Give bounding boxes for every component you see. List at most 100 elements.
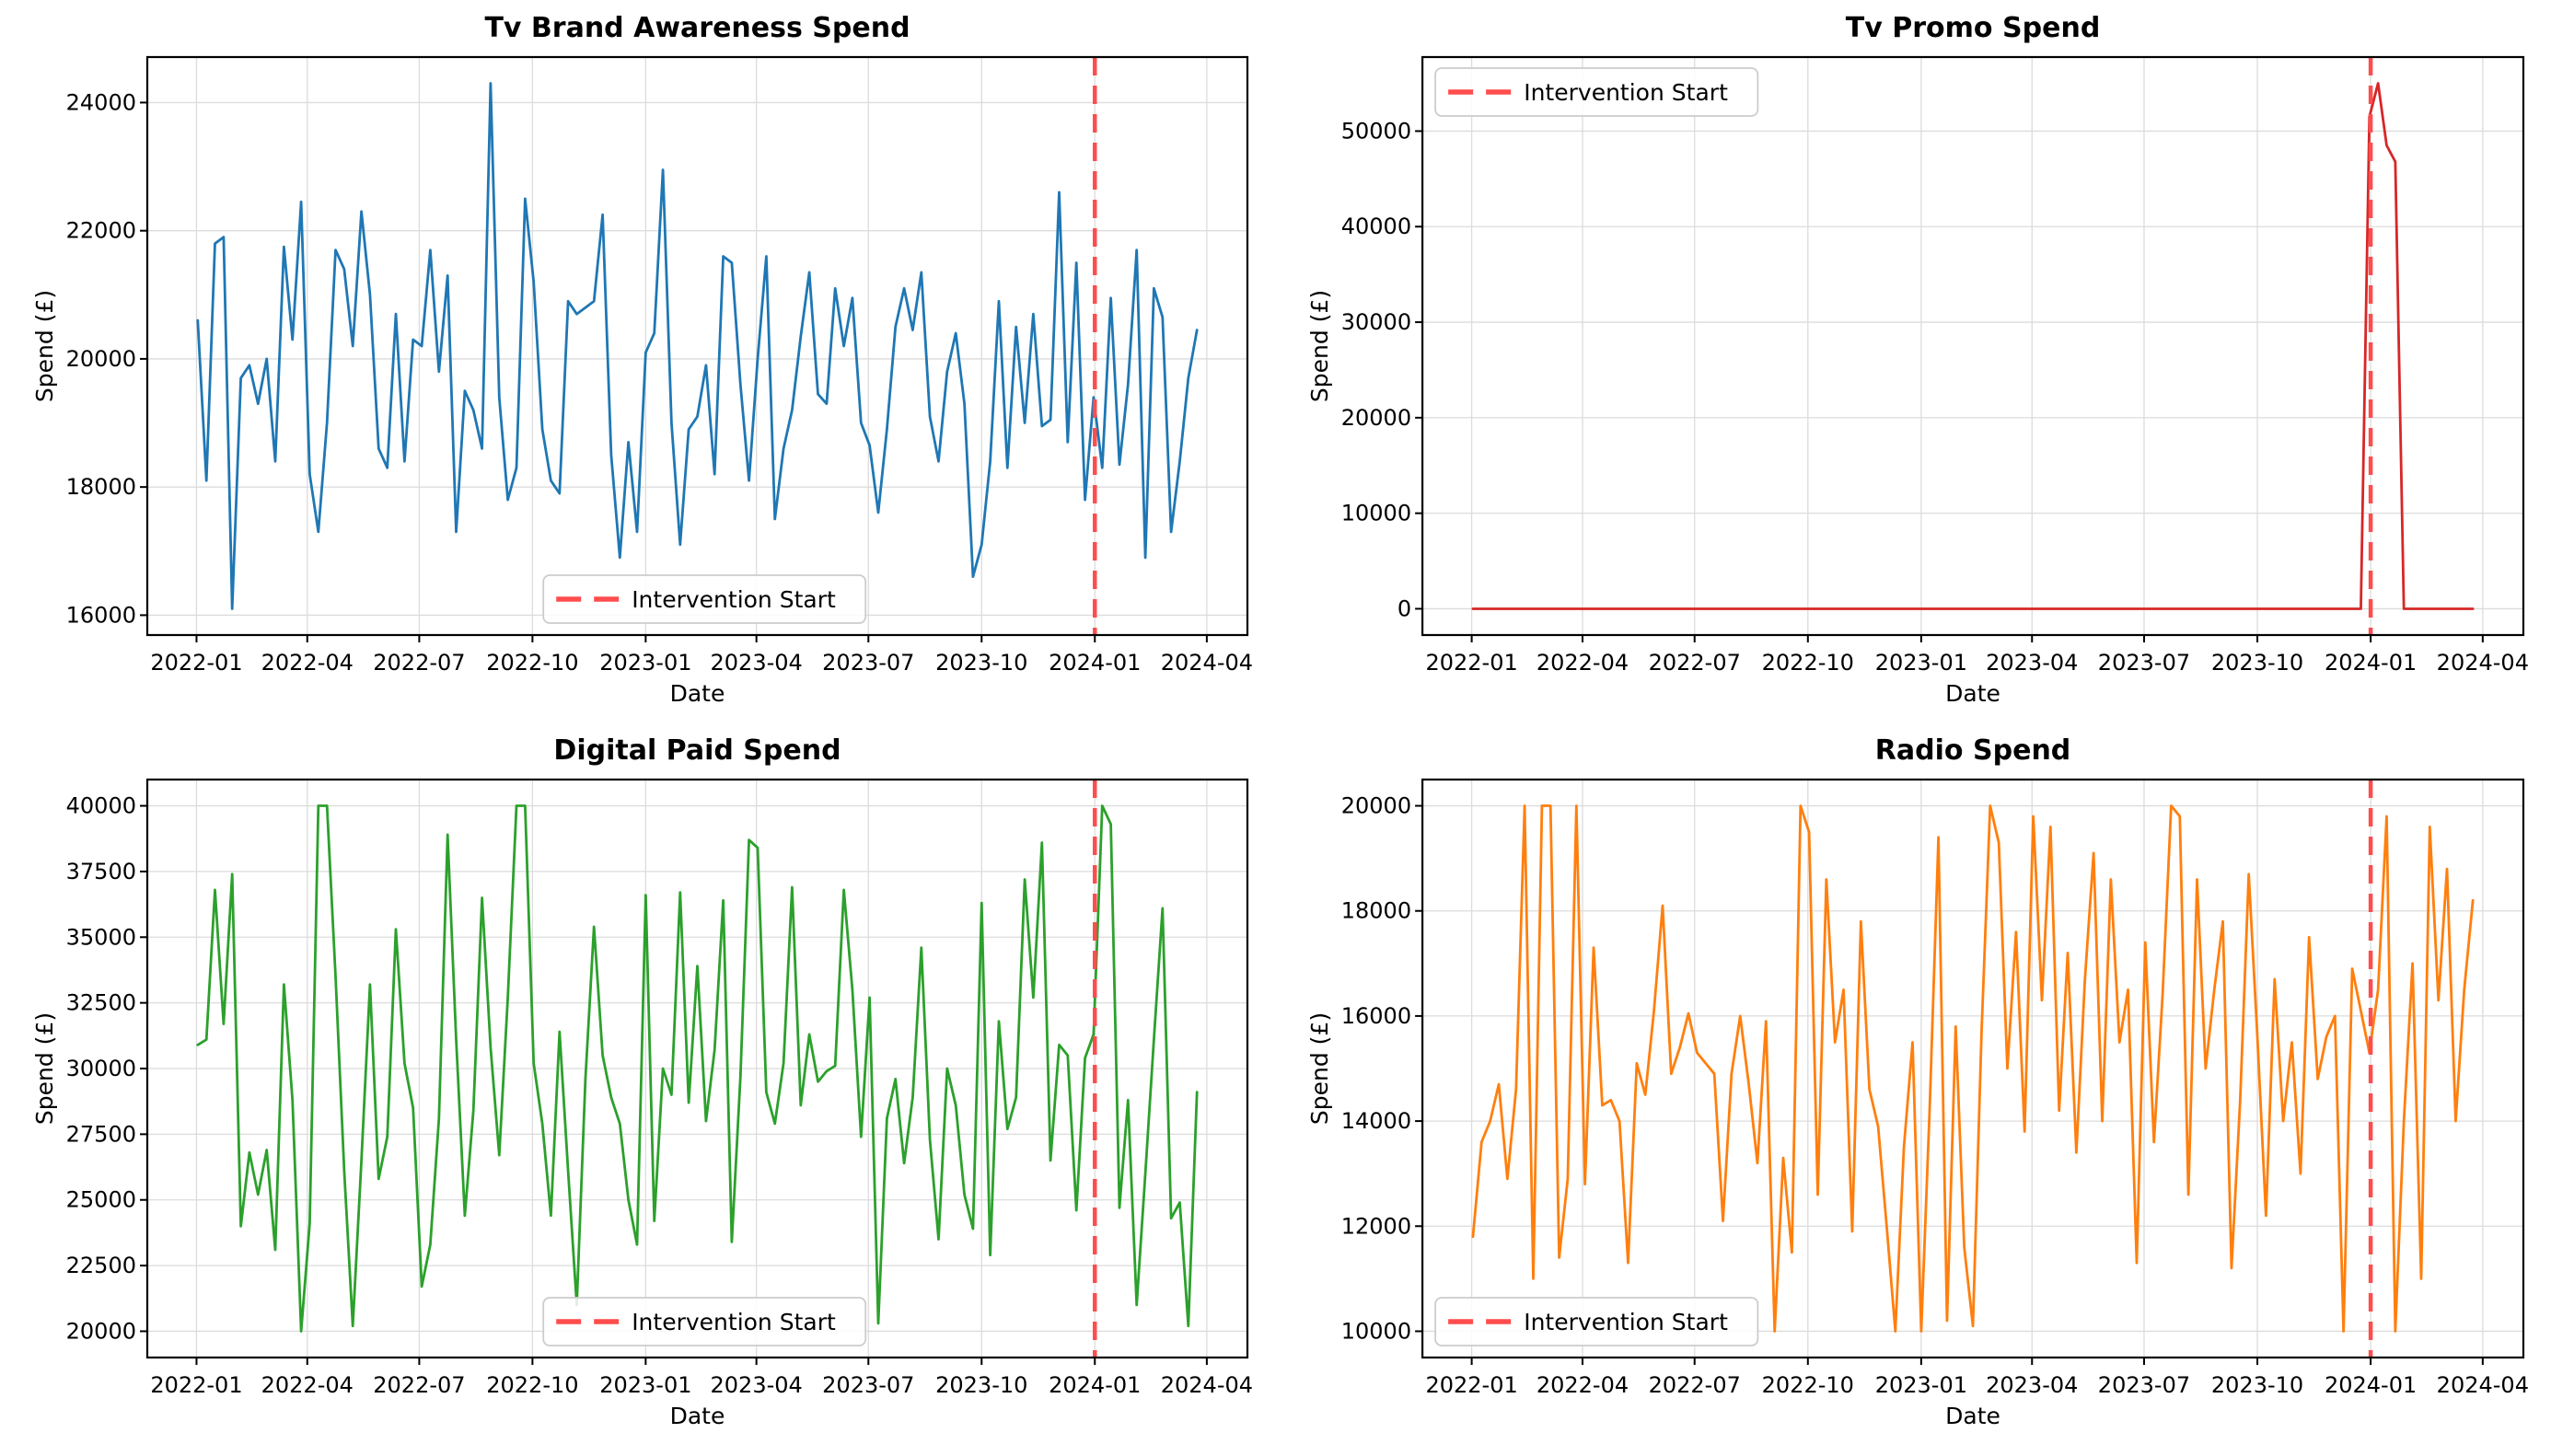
x-tick-label: 2022-04: [1536, 1372, 1629, 1398]
legend-label: Intervention Start: [632, 1309, 836, 1335]
radio-chart: 2022-01 2022-04 2022-07 2022-10 2023-01 2023-…: [1306, 734, 2529, 1429]
x-tick-label: 2022-07: [1649, 1372, 1741, 1398]
x-tick-label: 2024-01: [2325, 650, 2417, 676]
y-tick-label: 35000: [66, 924, 136, 950]
plot-title: Radio Spend: [1875, 734, 2070, 767]
x-axis-label: Date: [1945, 680, 2000, 707]
x-tick-label: 2023-04: [1986, 650, 2078, 676]
x-tick-label: 2023-10: [935, 650, 1027, 676]
x-tick-label: 2023-01: [599, 650, 691, 676]
x-tick-label: 2022-10: [1762, 1372, 1854, 1398]
legend: Intervention Start: [542, 1297, 867, 1346]
y-axis-label: Spend (£): [31, 290, 58, 402]
x-tick-label: 2022-07: [373, 650, 465, 676]
series-line: [196, 804, 1199, 1333]
y-tick-label: 20000: [1341, 405, 1411, 431]
y-tick-label: 40000: [66, 793, 136, 819]
y-tick-label: 50000: [1341, 118, 1411, 144]
x-axis: 2022-01 2022-04 2022-07 2022-10 2023-01 2023-…: [150, 1358, 1253, 1398]
x-tick-label: 2022-07: [373, 1372, 465, 1398]
x-tick-label: 2024-04: [2437, 1372, 2529, 1398]
y-axis: 0 10000 20000 30000 40000 50000: [1341, 118, 1423, 621]
y-tick-label: 30000: [1341, 309, 1411, 335]
subplot-tv-brand-awareness: 2022-01 2022-04 2022-07 2022-10 2023-01 2023-…: [0, 0, 1275, 728]
y-tick-label: 16000: [1341, 1003, 1411, 1029]
x-tick-label: 2023-01: [1875, 1372, 1967, 1398]
legend-box: [542, 1297, 867, 1346]
x-tick-label: 2023-10: [2211, 650, 2303, 676]
legend-box: [542, 574, 867, 624]
plot-border: [1421, 55, 2525, 637]
y-tick-label: 0: [1397, 595, 1411, 621]
x-tick-label: 2022-07: [1649, 650, 1741, 676]
plot-background: [1422, 57, 2523, 635]
grid: [1422, 57, 2523, 635]
x-tick-label: 2022-04: [261, 650, 354, 676]
x-tick-label: 2023-07: [2098, 650, 2190, 676]
subplot-tv-promo: 2022-01 2022-04 2022-07 2022-10 2023-01 2023-…: [1275, 0, 2551, 728]
x-tick-label: 2024-01: [2325, 1372, 2417, 1398]
plot-border: [1421, 778, 2525, 1359]
x-axis: 2022-01 2022-04 2022-07 2022-10 2023-01 2023-…: [1425, 1358, 2529, 1398]
y-tick-label: 20000: [66, 346, 136, 372]
x-tick-label: 2023-01: [599, 1372, 691, 1398]
x-tick-label: 2022-10: [1762, 650, 1854, 676]
x-axis-label: Date: [670, 680, 725, 707]
y-tick-label: 18000: [66, 474, 136, 500]
y-tick-label: 24000: [66, 89, 136, 115]
x-axis-label: Date: [670, 1403, 725, 1429]
subplot-radio: 2022-01 2022-04 2022-07 2022-10 2023-01 2023-…: [1275, 728, 2551, 1456]
legend-box: [1434, 67, 1759, 117]
tv-brand-awareness-chart: 2022-01 2022-04 2022-07 2022-10 2023-01 2023-…: [31, 12, 1253, 707]
y-tick-label: 32500: [66, 990, 136, 1016]
x-tick-label: 2023-07: [2098, 1372, 2190, 1398]
y-tick-label: 18000: [1341, 898, 1411, 924]
x-tick-label: 2023-07: [822, 1372, 914, 1398]
x-tick-label: 2022-01: [1425, 1372, 1517, 1398]
x-tick-label: 2022-10: [486, 1372, 578, 1398]
y-tick-label: 20000: [66, 1318, 136, 1344]
y-axis-label: Spend (£): [1306, 290, 1333, 402]
y-axis: 10000 12000 14000 16000 18000 20000: [1341, 793, 1423, 1344]
legend-label: Intervention Start: [1524, 79, 1728, 106]
y-tick-label: 10000: [1341, 1318, 1411, 1344]
legend-label: Intervention Start: [1524, 1309, 1728, 1335]
x-tick-label: 2022-01: [150, 1372, 242, 1398]
y-tick-label: 10000: [1341, 501, 1411, 526]
x-tick-label: 2022-04: [1536, 650, 1629, 676]
x-tick-label: 2023-07: [822, 650, 914, 676]
series-line: [1471, 82, 2475, 610]
x-axis: 2022-01 2022-04 2022-07 2022-10 2023-01 2023-…: [150, 635, 1253, 676]
plot-border: [145, 55, 1249, 637]
legend-label: Intervention Start: [632, 586, 836, 613]
y-axis-label: Spend (£): [1306, 1012, 1333, 1125]
digital-paid-chart: 2022-01 2022-04 2022-07 2022-10 2023-01 2023-…: [31, 734, 1253, 1429]
legend-box: [1434, 1297, 1759, 1346]
y-axis-label: Spend (£): [31, 1012, 58, 1125]
y-tick-label: 37500: [66, 859, 136, 884]
y-tick-label: 40000: [1341, 214, 1411, 239]
y-tick-label: 22000: [66, 218, 136, 244]
plot-background: [1422, 780, 2523, 1358]
x-axis-label: Date: [1945, 1403, 2000, 1429]
x-tick-label: 2023-10: [2211, 1372, 2303, 1398]
y-tick-label: 30000: [66, 1056, 136, 1081]
plot-background: [147, 57, 1247, 635]
legend: Intervention Start: [1434, 1297, 1759, 1346]
tv-promo-chart: 2022-01 2022-04 2022-07 2022-10 2023-01 2023-…: [1306, 12, 2529, 707]
x-tick-label: 2022-10: [486, 650, 578, 676]
x-tick-label: 2022-04: [261, 1372, 354, 1398]
legend: Intervention Start: [1434, 67, 1759, 117]
y-tick-label: 20000: [1341, 793, 1411, 819]
x-tick-label: 2023-04: [711, 1372, 803, 1398]
x-tick-label: 2024-01: [1049, 1372, 1141, 1398]
x-tick-label: 2023-01: [1875, 650, 1967, 676]
x-tick-label: 2023-04: [711, 650, 803, 676]
plot-title: Tv Promo Spend: [1846, 12, 2101, 44]
x-tick-label: 2024-04: [2437, 650, 2529, 676]
legend: Intervention Start: [542, 574, 867, 624]
x-tick-label: 2024-04: [1161, 650, 1253, 676]
x-tick-label: 2024-04: [1161, 1372, 1253, 1398]
series-line: [196, 82, 1199, 610]
